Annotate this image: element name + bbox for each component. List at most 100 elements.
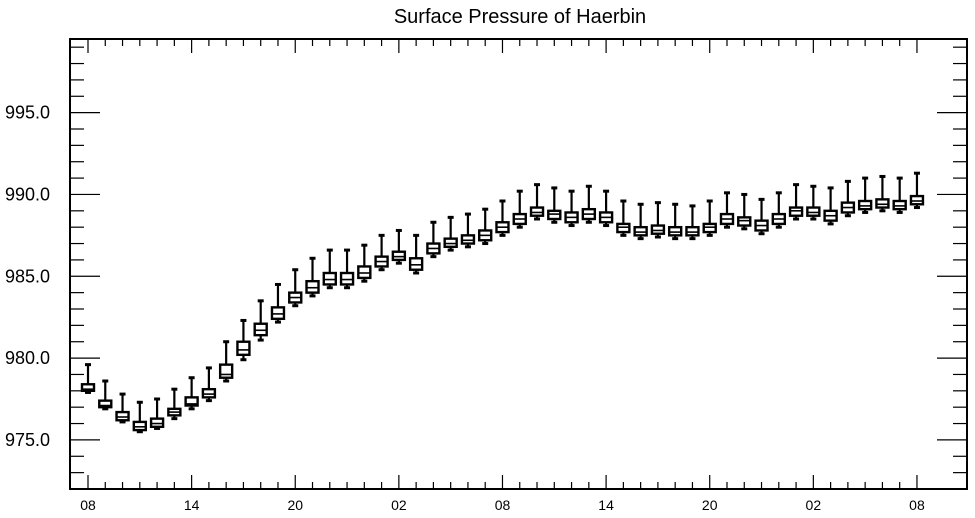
box-mark [374,233,389,272]
box-mark [495,199,510,237]
box-mark [737,192,752,231]
box-body [547,209,562,221]
box-mark [806,184,821,221]
x-tick-label: 20 [287,497,303,513]
y-tick-label: 980.0 [5,348,50,368]
box-body [408,257,424,271]
box-body [737,216,752,227]
box-body [788,206,804,217]
box-body [270,306,286,321]
y-axis: 975.0 980.0 985.0 990.0 995.0 [5,46,967,490]
x-tick-label: 02 [806,497,822,513]
box-body [875,198,890,209]
box-mark [339,248,355,290]
box-body [322,271,337,286]
box-mark [633,202,648,241]
y-tick-label: 995.0 [5,103,50,123]
box-body [253,322,268,337]
box-body [305,279,320,294]
box-body [633,225,648,237]
box-mark [218,340,234,383]
y-tick-label: 985.0 [5,266,50,286]
box-mark [754,197,769,236]
box-mark [426,220,441,259]
box-body [339,271,355,286]
box-mark [702,199,717,237]
x-tick-label: 08 [80,497,96,513]
box-mark [253,299,268,342]
x-axis: 08 14 20 02 08 14 20 02 08 [80,39,925,513]
box-mark [719,191,735,229]
box-body [650,224,666,235]
box-body [132,420,148,432]
box-mark [857,176,873,214]
box-mark [305,256,320,298]
x-tick-label: 08 [909,497,925,513]
box-body [460,234,476,245]
box-body [149,417,165,429]
box-body [909,194,925,206]
y-tick-label: 990.0 [5,184,50,204]
box-mark [357,243,372,283]
box-body [201,387,217,399]
x-tick-label: 14 [598,497,614,513]
box-mark [616,199,631,237]
x-tick-label: 14 [184,497,200,513]
box-mark [115,392,130,424]
box-body [98,399,113,409]
box-mark [443,215,458,252]
box-mark [547,186,562,224]
box-mark [685,204,700,241]
box-mark [460,212,476,249]
box-mark [408,233,424,275]
box-mark [892,176,907,214]
box-mark [650,201,666,239]
box-mark [167,387,182,421]
box-body [236,340,251,357]
box-mark [149,397,165,430]
plot-frame [69,38,968,490]
y-tick-label: 975.0 [5,430,50,450]
x-tick-label: 08 [495,497,511,513]
box-body [529,206,545,217]
box-body [391,250,407,262]
box-series [80,171,925,434]
box-body [616,222,631,234]
box-mark [529,183,545,221]
box-mark [236,318,251,362]
box-body [218,363,234,379]
box-body [806,206,821,217]
box-mark [80,363,96,394]
box-mark [322,248,337,290]
box-body [702,222,717,234]
box-mark [875,174,890,213]
box-mark [478,207,493,246]
box-body [115,410,130,422]
box-body [892,199,907,211]
box-mark [581,184,597,224]
box-mark [132,400,148,434]
box-body [443,237,458,249]
box-mark [201,366,217,403]
box-mark [512,189,527,229]
box-mark [184,376,199,411]
box-body [80,383,96,393]
chart-title: Surface Pressure of Haerbin [394,6,646,28]
box-body [667,225,683,237]
box-mark [771,191,786,229]
box-body [184,396,199,407]
box-mark [840,179,856,218]
box-body [857,199,873,211]
box-mark [564,189,579,228]
box-mark [98,379,113,411]
box-mark [788,183,804,221]
box-mark [909,171,925,210]
box-mark [288,268,303,308]
box-mark [270,282,286,324]
box-mark [667,202,683,241]
x-tick-label: 02 [391,497,407,513]
x-tick-label: 20 [702,497,718,513]
box-mark [391,228,407,265]
